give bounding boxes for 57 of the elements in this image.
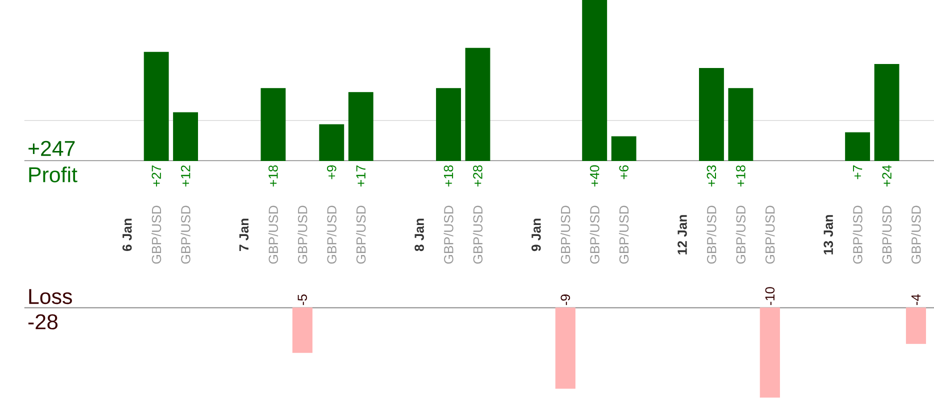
data-label: +6 xyxy=(619,165,628,180)
data-label: -5 xyxy=(298,294,307,306)
x-tick-label: GBP/USD xyxy=(911,206,921,264)
y-axis-title: Loss xyxy=(29,289,72,304)
x-tick-label: 9 Jan xyxy=(532,218,541,252)
x-tick-label: GBP/USD xyxy=(298,206,308,264)
x-tick-label: GBP/USD xyxy=(326,206,336,264)
data-label: -4 xyxy=(911,294,921,306)
y-axis-title: Profit xyxy=(29,166,78,182)
x-tick-label: GBP/USD xyxy=(765,206,775,264)
bar xyxy=(436,88,461,161)
bar xyxy=(874,64,900,161)
x-tick-label: GBP/USD xyxy=(151,206,162,264)
bar xyxy=(319,124,344,161)
data-label: +40 xyxy=(590,165,600,186)
bar xyxy=(845,132,870,161)
data-label: +24 xyxy=(882,165,892,186)
data-label: +18 xyxy=(268,165,278,186)
bar xyxy=(348,92,374,161)
data-label: +9 xyxy=(326,165,336,180)
x-tick-label: GBP/USD xyxy=(618,206,629,264)
bar xyxy=(173,112,198,161)
x-tick-label: GBP/USD xyxy=(356,206,366,264)
x-tick-label: 13 Jan xyxy=(824,215,834,254)
data-label: +7 xyxy=(853,165,862,180)
bar xyxy=(465,48,490,161)
x-tick-label: GBP/USD xyxy=(736,206,746,264)
data-label: -10 xyxy=(765,287,775,306)
bar xyxy=(144,52,169,161)
data-label: +18 xyxy=(736,165,746,186)
x-tick-label: 12 Jan xyxy=(678,215,687,254)
text: -28 xyxy=(28,314,58,330)
x-tick-label: GBP/USD xyxy=(706,206,716,264)
data-label: +28 xyxy=(473,165,482,186)
bar xyxy=(582,0,608,161)
data-label: +18 xyxy=(444,165,454,186)
x-tick-label: GBP/USD xyxy=(268,206,278,264)
x-tick-label: GBP/USD xyxy=(444,206,454,264)
data-label: +27 xyxy=(152,165,161,186)
bar xyxy=(699,68,724,161)
data-label: +12 xyxy=(180,165,190,186)
data-label: +23 xyxy=(706,165,716,186)
x-tick-label: GBP/USD xyxy=(882,206,892,264)
data-label: +17 xyxy=(356,165,366,186)
x-tick-label: 7 Jan xyxy=(239,218,249,251)
bar xyxy=(728,88,754,161)
x-tick-label: 6 Jan xyxy=(122,218,132,252)
x-tick-label: GBP/USD xyxy=(852,206,862,264)
x-tick-label: 8 Jan xyxy=(414,218,424,252)
x-tick-label: GBP/USD xyxy=(180,206,190,264)
data-label: -9 xyxy=(560,294,570,306)
x-tick-label: GBP/USD xyxy=(472,206,483,264)
text: +247 xyxy=(28,140,75,156)
bar xyxy=(260,88,286,161)
bar xyxy=(611,136,636,161)
x-tick-label: GBP/USD xyxy=(590,206,600,264)
x-tick-label: GBP/USD xyxy=(560,206,570,264)
